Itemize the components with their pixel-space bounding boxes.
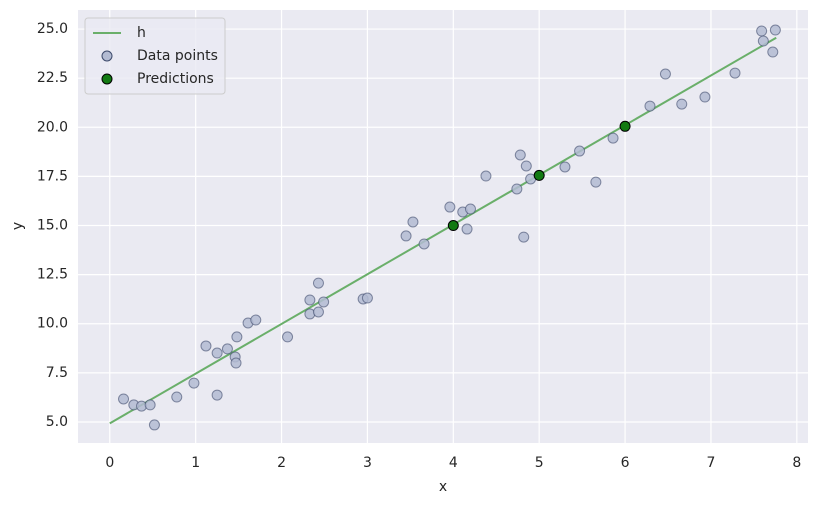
legend-marker [101,73,113,85]
point [444,201,456,213]
x-axis-label: x [439,479,447,495]
point [619,120,631,132]
legend-box [84,17,226,95]
x-tick-label: 4 [449,455,458,471]
point [644,100,656,112]
x-tick-label: 3 [363,455,372,471]
point [361,292,373,304]
point [318,296,330,308]
y-tick-label: 5.0 [46,414,68,430]
x-tick-label: 6 [621,455,630,471]
point [211,389,223,401]
point [518,231,530,243]
point [533,169,545,181]
point [699,91,711,103]
point [520,160,532,172]
legend-label: Predictions [137,71,214,87]
point [511,183,523,195]
point [171,391,183,403]
point [676,98,688,110]
legend-label: h [137,25,146,41]
y-tick-label: 12.5 [37,267,68,283]
point [312,277,324,289]
y-tick-label: 25.0 [37,21,68,37]
point [144,399,156,411]
point [514,149,526,161]
x-tick-label: 7 [706,455,715,471]
y-axis-label: y [10,222,26,230]
point [756,25,768,37]
point [729,67,741,79]
point [407,216,419,228]
x-tick-label: 2 [277,455,286,471]
line [109,36,777,425]
point [400,230,412,242]
x-tick-label: 5 [535,455,544,471]
point [559,161,571,173]
point [230,357,242,369]
point [659,68,671,80]
point [418,238,430,250]
legend-marker [101,50,113,62]
y-tick-label: 22.5 [37,70,68,86]
x-tick-label: 8 [792,455,801,471]
point [461,223,473,235]
point [464,203,476,215]
point [231,331,243,343]
y-tick-label: 10.0 [37,316,68,332]
point [757,35,769,47]
point [312,306,324,318]
legend-label: Data points [137,48,218,64]
point [200,340,212,352]
point [767,46,779,58]
point [221,343,233,355]
point [447,220,459,232]
y-tick-label: 15.0 [37,218,68,234]
x-tick-label: 0 [105,455,114,471]
point [769,24,781,36]
point [607,132,619,144]
point [188,377,200,389]
point [282,331,294,343]
y-tick-label: 20.0 [37,119,68,135]
point [250,314,262,326]
point [480,170,492,182]
x-tick-label: 1 [191,455,200,471]
point [211,347,223,359]
y-tick-label: 7.5 [46,365,68,381]
point [304,294,316,306]
point [590,176,602,188]
point [574,145,586,157]
point [118,393,130,405]
point [148,419,160,431]
y-tick-label: 17.5 [37,168,68,184]
